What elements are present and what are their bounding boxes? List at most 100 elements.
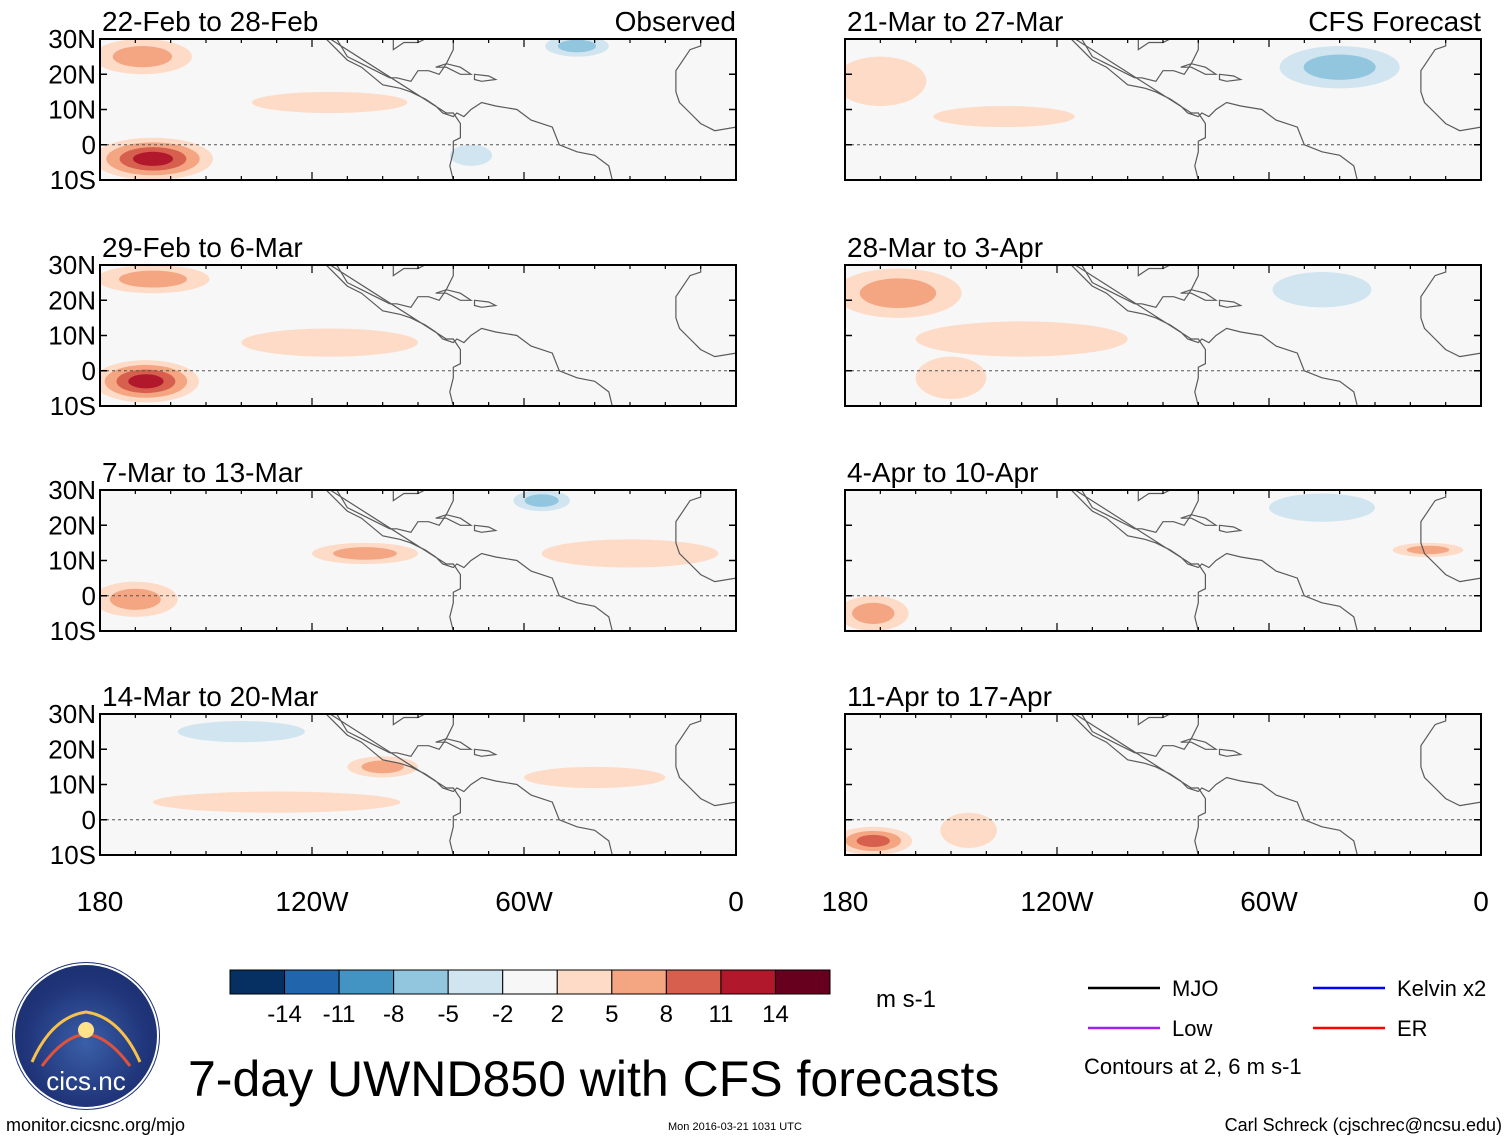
anomaly-blob — [128, 374, 164, 389]
panel-2: 21-Mar to 27-Mar CFS Forecast — [844, 6, 1482, 181]
y-tick-label: 20N — [48, 510, 96, 540]
logo-sun — [78, 1022, 94, 1038]
colorbar-tick-label: 8 — [660, 1001, 673, 1028]
x-tick-label: 120W — [1020, 886, 1094, 917]
africa-outline — [1420, 714, 1481, 807]
panel-period-label: 29-Feb to 6-Mar — [102, 232, 303, 263]
x-tick-label: 60W — [1240, 886, 1298, 917]
y-tick-label: 20N — [48, 734, 96, 764]
y-tick-label: 10N — [48, 95, 96, 125]
footer-credit: Carl Schreck (cjschrec@ncsu.edu) — [1224, 1115, 1502, 1135]
legend-label: Kelvin x2 — [1397, 976, 1486, 1001]
cuba-outline — [1180, 738, 1218, 750]
y-tick-label: 0 — [82, 356, 96, 386]
anomaly-blob — [1406, 545, 1450, 555]
y-tick-label: 30N — [48, 250, 96, 280]
anomaly-blob — [524, 494, 559, 507]
anomaly-blob — [241, 328, 418, 357]
legend-label: Low — [1172, 1016, 1212, 1041]
colorbar-tick-label: 14 — [762, 1001, 789, 1028]
panel-field — [845, 39, 1481, 180]
anomaly-blob — [915, 321, 1128, 357]
y-tick-label: 10N — [48, 770, 96, 800]
hispaniola-outline — [1218, 748, 1243, 757]
africa-outline — [675, 39, 736, 132]
panel-field — [100, 714, 736, 855]
anomaly-blob — [845, 56, 927, 106]
panel-5: 30N 20N 10N 0 10S 7-Mar to 13-Mar — [48, 457, 737, 646]
anomaly-blob — [852, 602, 895, 624]
colorbar-swatch — [665, 969, 722, 995]
panel-4: 28-Mar to 3-Apr — [844, 232, 1482, 407]
panel-period-label: 22-Feb to 28-Feb — [102, 6, 318, 37]
colorbar-swatch — [774, 969, 831, 995]
cuba-outline — [1180, 289, 1218, 301]
anomaly-blob — [251, 91, 408, 114]
colorbar-tick-label: -8 — [383, 1001, 404, 1028]
y-tick-label: 0 — [82, 581, 96, 611]
hispaniola-outline — [473, 524, 498, 533]
hispaniola-outline — [473, 748, 498, 757]
panel-background — [845, 490, 1481, 631]
colorbar-swatch — [338, 969, 395, 995]
hispaniola-outline — [473, 73, 498, 82]
y-tick-label: 10N — [48, 546, 96, 576]
logo-arc — [30, 1010, 142, 1063]
colorbar-swatch — [284, 969, 340, 995]
colorbar-swatch — [393, 969, 449, 995]
x-tick-label: 180 — [822, 886, 869, 917]
contour-legend: MJO Kelvin x2 Low ER — [1088, 976, 1486, 1041]
y-tick-label: 10N — [48, 321, 96, 351]
panel-period-label: 14-Mar to 20-Mar — [102, 681, 318, 712]
anomaly-blob — [940, 812, 997, 848]
anomaly-blob — [119, 270, 187, 288]
south-america-outline — [1070, 39, 1358, 180]
africa-outline — [1420, 490, 1481, 583]
anomaly-blob — [449, 144, 493, 166]
figure-title: 7-day UWND850 with CFS forecasts — [188, 1051, 1000, 1107]
south-america-outline — [325, 39, 613, 180]
x-tick-label: 0 — [728, 886, 744, 917]
cuba-outline — [435, 289, 473, 301]
anomaly-blob — [109, 588, 161, 610]
hispaniola-outline — [1218, 524, 1243, 533]
panel-field — [845, 265, 1481, 406]
y-tick-label: 10S — [50, 616, 96, 646]
legend-label: MJO — [1172, 976, 1218, 1001]
panel-3: 30N 20N 10N 0 10S 29-Feb to 6-Mar — [48, 232, 737, 421]
south-america-outline — [1070, 490, 1358, 631]
cuba-outline — [435, 63, 473, 75]
colorbar-swatch — [720, 969, 776, 995]
anomaly-blob — [132, 151, 174, 166]
panel-1: 30N 20N 10N 0 10S 22-Feb to 28-Feb Observed — [48, 6, 737, 195]
anomaly-blob — [524, 766, 666, 789]
panel-period-label: 11-Apr to 17-Apr — [847, 681, 1052, 712]
x-tick-label: 0 — [1473, 886, 1489, 917]
panel-source-label: CFS Forecast — [1308, 6, 1481, 37]
africa-outline — [675, 490, 736, 583]
x-tick-label: 180 — [77, 886, 124, 917]
panel-field — [845, 490, 1481, 631]
cuba-outline — [1180, 514, 1218, 526]
hispaniola-outline — [1218, 299, 1243, 308]
legend-label: ER — [1397, 1016, 1428, 1041]
x-tick-label: 120W — [275, 886, 349, 917]
cuba-outline — [435, 514, 473, 526]
anomaly-blob — [856, 834, 890, 847]
africa-outline — [675, 265, 736, 358]
panel-period-label: 4-Apr to 10-Apr — [847, 457, 1038, 488]
panel-period-label: 28-Mar to 3-Apr — [847, 232, 1043, 263]
colorbar-swatch — [502, 969, 558, 995]
colorbar-tick-label: -14 — [267, 1001, 302, 1028]
y-tick-label: 10S — [50, 391, 96, 421]
logo-arc-inner — [40, 1032, 132, 1067]
colorbar-tick-label: -11 — [323, 1001, 356, 1028]
colorbar-swatch — [556, 969, 613, 995]
south-america-outline — [1070, 265, 1358, 406]
y-tick-label: 0 — [82, 805, 96, 835]
cics-logo: cics.nc — [12, 962, 160, 1110]
panel-field — [845, 714, 1481, 855]
anomaly-blob — [1269, 493, 1375, 522]
logo-wordmark: cics.nc — [46, 1066, 125, 1096]
